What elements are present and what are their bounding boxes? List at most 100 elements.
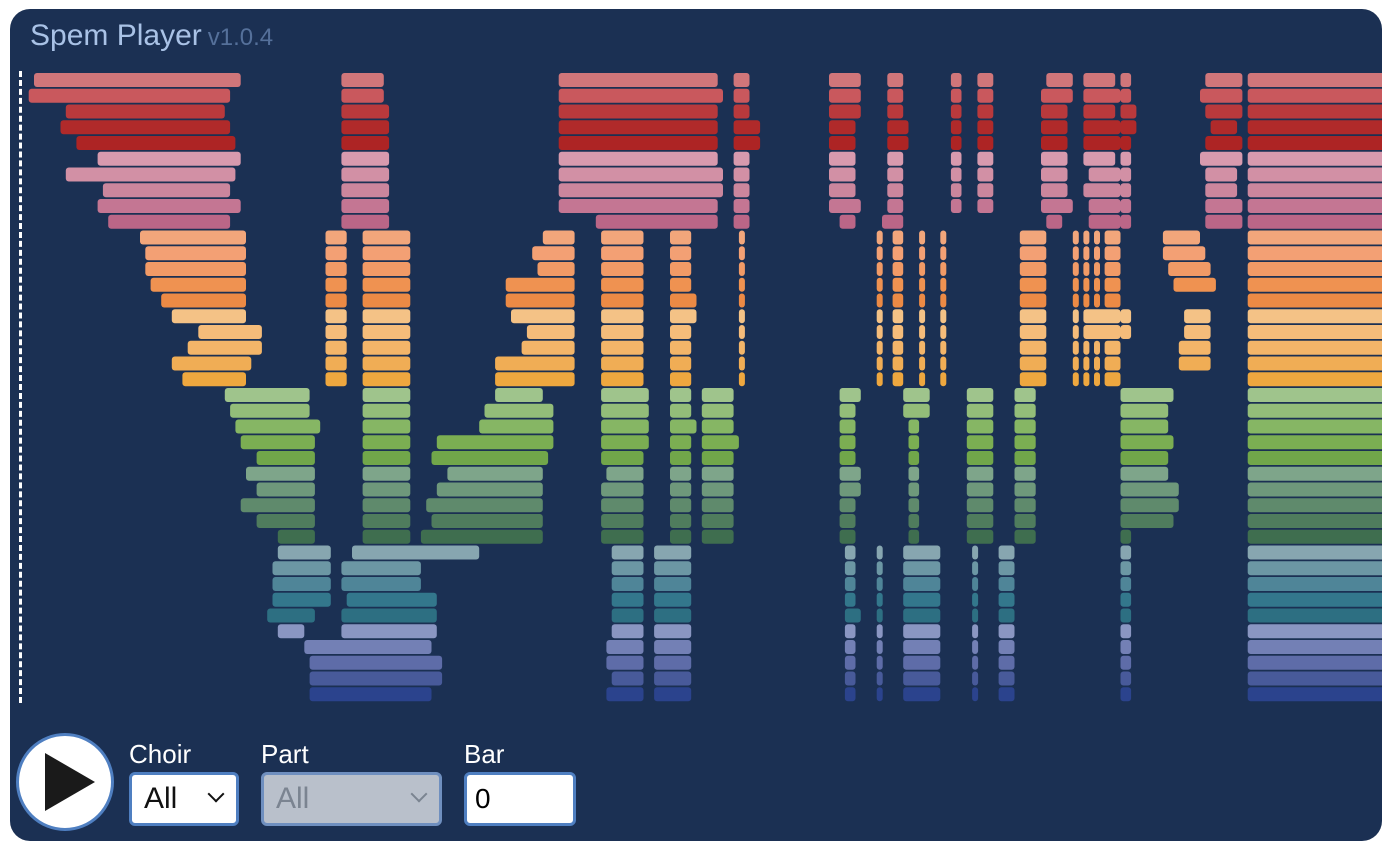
note-bar-row15-3 xyxy=(511,309,575,324)
part-select[interactable]: All xyxy=(261,772,442,826)
note-bar-row28-5 xyxy=(701,514,734,528)
note-bar-row12-13 xyxy=(1083,262,1090,276)
note-bar-row36-2 xyxy=(654,640,692,654)
bar-label: Bar xyxy=(464,739,505,769)
note-bar-row32-1 xyxy=(341,577,421,591)
note-bar-row39-4 xyxy=(876,687,883,702)
note-bar-row14-16 xyxy=(1247,293,1382,308)
choir-select[interactable]: All xyxy=(129,772,239,826)
note-bar-row12-7 xyxy=(876,262,883,276)
note-bar-row1-0 xyxy=(28,88,231,103)
note-bar-row20-1 xyxy=(362,388,411,402)
note-bar-row18-10 xyxy=(940,356,947,371)
note-bar-row26-7 xyxy=(908,482,920,497)
note-bar-row20-10 xyxy=(1120,388,1174,402)
note-bar-row32-10 xyxy=(1247,577,1382,591)
note-bar-row15-1 xyxy=(325,309,347,324)
note-bar-row29-5 xyxy=(701,529,734,544)
note-bar-row14-6 xyxy=(738,293,745,308)
note-bar-row4-7 xyxy=(977,136,994,150)
note-bar-row2-0 xyxy=(65,104,225,119)
note-bar-row2-1 xyxy=(341,104,390,119)
note-bar-row14-11 xyxy=(1019,293,1047,308)
note-bar-row31-7 xyxy=(972,561,979,576)
note-bar-row35-6 xyxy=(903,624,941,639)
note-bar-row38-4 xyxy=(876,671,883,686)
note-bar-row24-10 xyxy=(1120,451,1169,465)
note-bar-row15-15 xyxy=(1184,309,1211,324)
note-bar-row13-2 xyxy=(362,277,411,292)
note-bar-row17-2 xyxy=(362,340,411,355)
note-bar-row11-4 xyxy=(601,246,644,261)
note-bar-row27-8 xyxy=(966,498,994,513)
note-bar-row15-7 xyxy=(876,309,883,324)
note-bar-row34-6 xyxy=(903,608,941,623)
note-bar-row11-10 xyxy=(940,246,947,261)
note-bar-row29-6 xyxy=(839,529,856,544)
note-bar-row18-0 xyxy=(171,356,252,371)
note-bar-row12-12 xyxy=(1072,262,1079,276)
note-bar-row23-4 xyxy=(670,435,692,450)
note-bar-row37-2 xyxy=(654,655,692,670)
note-bar-row37-7 xyxy=(998,655,1015,670)
note-bar-row23-9 xyxy=(1014,435,1036,450)
note-bar-row28-1 xyxy=(362,514,411,528)
note-bar-row36-1 xyxy=(606,640,644,654)
note-bar-row0-5 xyxy=(887,73,904,87)
note-bar-row5-9 xyxy=(1083,151,1116,166)
playhead-line[interactable] xyxy=(19,71,22,703)
note-bar-row10-8 xyxy=(892,230,904,245)
note-bar-row1-8 xyxy=(1041,88,1073,103)
note-bar-row28-9 xyxy=(1014,514,1036,528)
note-bar-row4-6 xyxy=(950,136,962,150)
note-bar-row5-2 xyxy=(558,151,718,166)
note-bar-row16-6 xyxy=(738,325,745,339)
note-bar-row11-5 xyxy=(670,246,692,261)
note-bar-row9-8 xyxy=(1120,214,1132,229)
note-bar-row1-6 xyxy=(950,88,962,103)
note-bar-row24-7 xyxy=(908,451,920,465)
note-bar-row32-8 xyxy=(998,577,1015,591)
note-bar-row9-2 xyxy=(595,214,718,229)
note-bar-row29-1 xyxy=(362,529,411,544)
note-bar-row9-4 xyxy=(839,214,856,229)
note-bar-row25-10 xyxy=(1120,466,1169,481)
note-bar-row18-9 xyxy=(919,356,926,371)
note-bar-row36-0 xyxy=(304,640,432,654)
note-bar-row3-6 xyxy=(950,120,962,135)
play-button[interactable] xyxy=(16,733,114,831)
note-bar-row3-8 xyxy=(1041,120,1068,135)
bar-input[interactable] xyxy=(464,772,576,826)
note-bar-row19-15 xyxy=(1104,372,1121,387)
note-bar-row26-11 xyxy=(1247,482,1382,497)
note-bar-row23-2 xyxy=(436,435,554,450)
note-bar-row28-3 xyxy=(601,514,644,528)
note-bar-row25-5 xyxy=(701,466,734,481)
note-bar-row19-2 xyxy=(362,372,411,387)
note-bar-row30-9 xyxy=(1120,545,1132,560)
note-bar-row22-4 xyxy=(670,419,697,434)
note-bar-row17-4 xyxy=(601,340,644,355)
note-bar-row29-11 xyxy=(1247,529,1382,544)
note-bar-row19-12 xyxy=(1072,372,1079,387)
note-bar-row4-3 xyxy=(733,136,761,150)
note-bar-row14-8 xyxy=(892,293,904,308)
note-bar-row38-5 xyxy=(903,671,941,686)
note-bar-row24-4 xyxy=(670,451,692,465)
note-bar-row38-0 xyxy=(309,671,443,686)
note-bar-row12-6 xyxy=(738,262,745,276)
note-bar-row10-14 xyxy=(1094,230,1100,245)
note-bar-row15-8 xyxy=(892,309,904,324)
note-bar-row28-2 xyxy=(431,514,543,528)
note-bar-row29-0 xyxy=(277,529,315,544)
note-bar-row1-3 xyxy=(733,88,750,103)
note-bar-row33-8 xyxy=(998,592,1015,607)
note-bar-row32-3 xyxy=(654,577,692,591)
note-bar-row23-1 xyxy=(362,435,411,450)
note-bar-row27-11 xyxy=(1247,498,1382,513)
note-bar-row32-7 xyxy=(972,577,979,591)
part-label: Part xyxy=(261,739,309,769)
note-bar-row1-9 xyxy=(1083,88,1121,103)
note-bar-row15-2 xyxy=(362,309,411,324)
note-bar-row6-7 xyxy=(977,167,994,182)
